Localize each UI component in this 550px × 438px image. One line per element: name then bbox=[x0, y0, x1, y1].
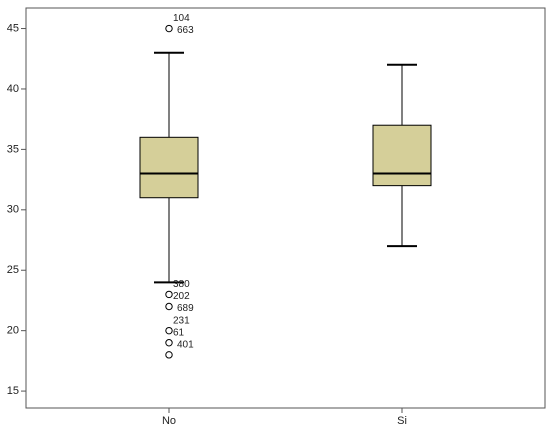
y-tick-label: 15 bbox=[7, 385, 19, 397]
outlier-label: 401 bbox=[177, 339, 194, 350]
outlier-label: 61 bbox=[173, 327, 185, 338]
y-tick-label: 40 bbox=[7, 83, 19, 95]
outlier-label: 231 bbox=[173, 315, 190, 326]
outlier bbox=[165, 326, 173, 335]
outlier bbox=[165, 24, 173, 33]
y-tick-label: 25 bbox=[7, 264, 19, 276]
outlier-label: 689 bbox=[177, 303, 194, 314]
outlier bbox=[165, 290, 173, 299]
outlier-label: 380 bbox=[173, 279, 190, 290]
plot-frame bbox=[25, 7, 546, 409]
x-tick-label: Si bbox=[397, 415, 407, 427]
box bbox=[139, 136, 199, 199]
y-tick-label: 45 bbox=[7, 22, 19, 34]
outlier-label: 663 bbox=[177, 25, 194, 36]
y-tick-label: 30 bbox=[7, 204, 19, 216]
outlier-label: 104 bbox=[173, 13, 190, 24]
outlier bbox=[165, 339, 173, 347]
y-tick-label: 35 bbox=[7, 143, 19, 155]
y-tick-label: 20 bbox=[7, 325, 19, 337]
outlier bbox=[165, 302, 173, 311]
outlier-label: 202 bbox=[173, 291, 190, 302]
outlier bbox=[165, 351, 173, 359]
box bbox=[372, 124, 432, 187]
x-tick-label: No bbox=[162, 415, 176, 427]
